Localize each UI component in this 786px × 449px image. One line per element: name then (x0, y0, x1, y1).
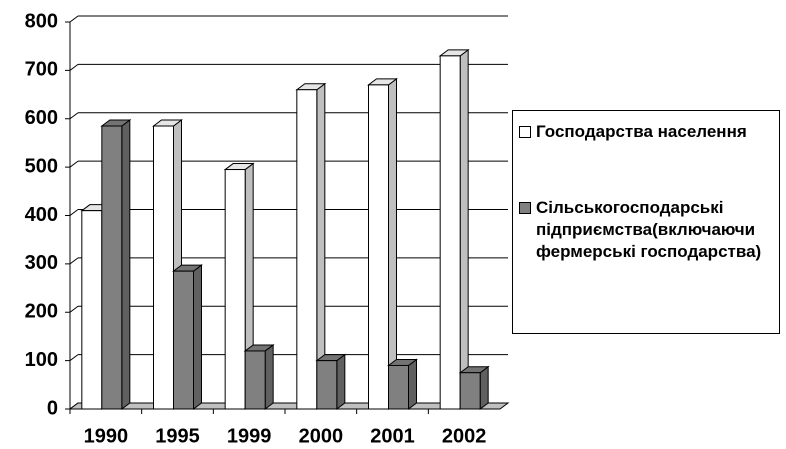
bar-side (121, 119, 131, 411)
x-tick-label: 2000 (299, 425, 344, 447)
grid-line-side (69, 160, 79, 168)
bar (244, 350, 266, 410)
y-tick-label: 500 (25, 155, 58, 177)
y-tick-label: 200 (25, 301, 58, 323)
y-tick-label: 700 (25, 59, 58, 81)
legend-label: Сільськогосподарські підприємства(включа… (536, 198, 762, 261)
legend-swatch (519, 202, 531, 214)
y-tick-label: 300 (25, 252, 58, 274)
bar-side (264, 343, 274, 410)
x-tick-label: 1999 (227, 425, 272, 447)
x-tick-label: 1995 (155, 425, 200, 447)
bar (296, 89, 318, 410)
x-tick-label: 2001 (370, 425, 415, 447)
grid-line-side (69, 354, 79, 362)
y-tick-label: 0 (47, 397, 58, 419)
bar-side (459, 48, 469, 410)
bar (173, 270, 194, 410)
bar (81, 210, 103, 410)
grid-line-side (69, 15, 79, 23)
grid-line-side (69, 257, 79, 265)
y-tick-label: 600 (25, 107, 58, 129)
y-tick-label: 400 (25, 204, 58, 226)
bar-side (336, 353, 346, 410)
bar (388, 364, 409, 410)
x-tick-label: 1990 (84, 425, 129, 447)
bar (224, 169, 246, 410)
bar-side (193, 264, 202, 410)
y-tick-label: 100 (25, 349, 58, 371)
legend-label: Господарства населення (536, 122, 747, 141)
bar (153, 125, 174, 410)
bar-side (408, 358, 417, 410)
bar-side (388, 77, 397, 410)
legend-swatch (519, 126, 531, 138)
grid-line-side (69, 112, 79, 120)
legend-item: Господарства населення (519, 121, 773, 143)
legend-item: Сільськогосподарські підприємства(включа… (519, 197, 773, 263)
legend: Господарства населення Сільськогосподарсь… (512, 110, 780, 334)
y-tick-label: 800 (25, 10, 58, 32)
bar (439, 55, 461, 410)
grid-line-side (69, 305, 79, 313)
bar (101, 125, 123, 410)
bar (459, 372, 481, 410)
grid-line-side (69, 209, 79, 216)
bar (368, 84, 389, 410)
bar-side (479, 365, 489, 410)
x-tick-label: 2002 (442, 425, 487, 447)
grid-line-side (69, 63, 79, 71)
bar (316, 360, 338, 410)
